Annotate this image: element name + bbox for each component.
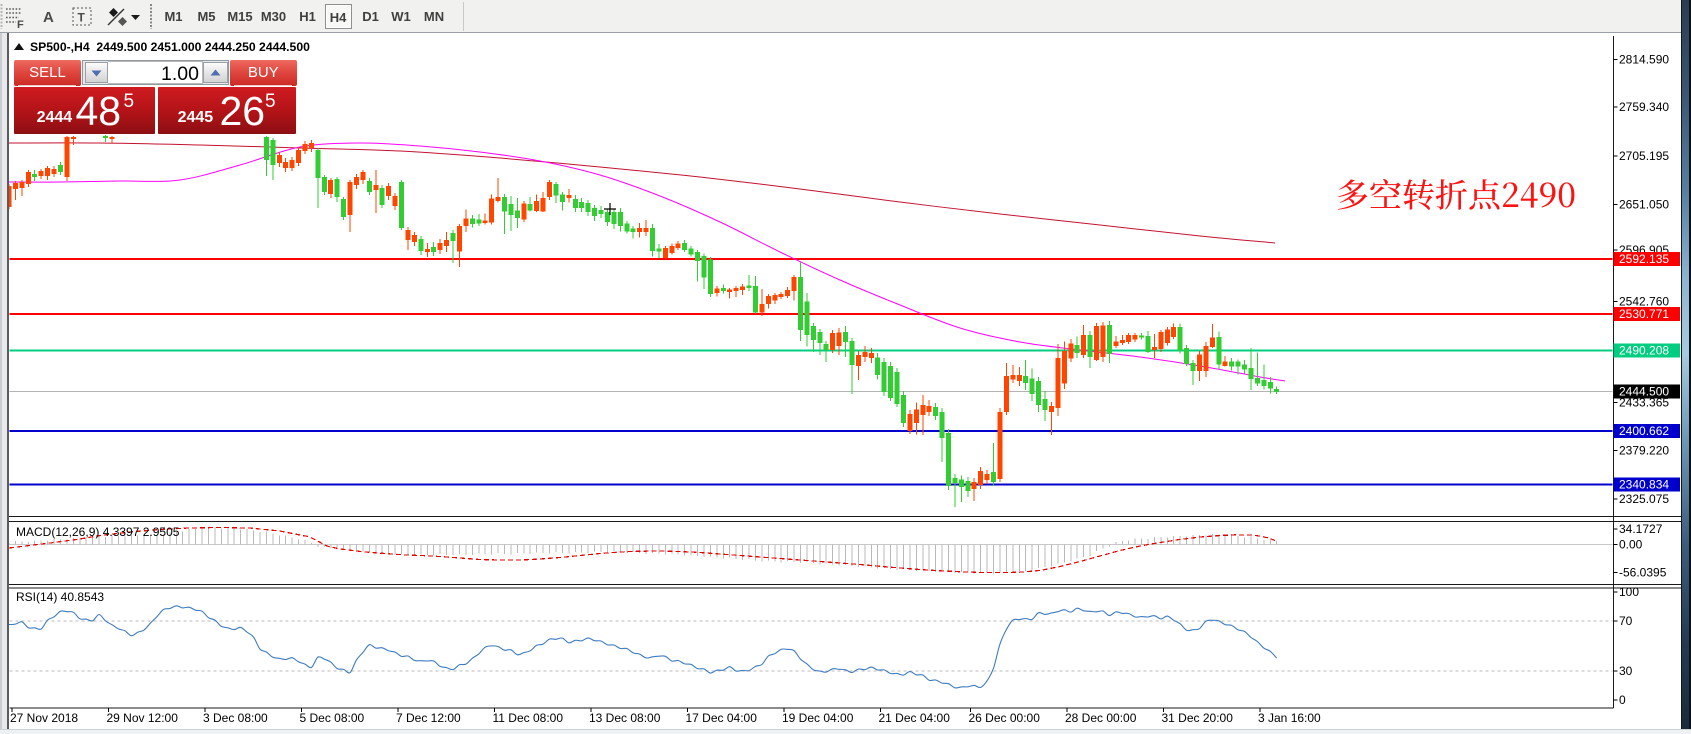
svg-text:2651.050: 2651.050 [1619, 198, 1669, 212]
svg-text:0: 0 [1619, 693, 1626, 707]
svg-text:2400.662: 2400.662 [1619, 424, 1669, 438]
svg-text:7 Dec 12:00: 7 Dec 12:00 [396, 711, 461, 725]
svg-text:5 Dec 08:00: 5 Dec 08:00 [300, 711, 365, 725]
svg-text:2340.834: 2340.834 [1619, 478, 1669, 492]
svg-text:2490.208: 2490.208 [1619, 344, 1669, 358]
svg-text:3 Jan 16:00: 3 Jan 16:00 [1258, 711, 1321, 725]
svg-text:A: A [43, 9, 54, 26]
svg-text:F: F [17, 19, 24, 31]
svg-text:70: 70 [1619, 614, 1633, 628]
svg-text:2444.500: 2444.500 [1619, 385, 1669, 399]
svg-text:31 Dec 20:00: 31 Dec 20:00 [1162, 711, 1234, 725]
svg-text:2542.760: 2542.760 [1619, 295, 1669, 309]
svg-text:19 Dec 04:00: 19 Dec 04:00 [782, 711, 854, 725]
svg-text:21 Dec 04:00: 21 Dec 04:00 [879, 711, 951, 725]
svg-text:26 Dec 00:00: 26 Dec 00:00 [969, 711, 1041, 725]
svg-text:T: T [78, 11, 86, 25]
svg-text:2530.771: 2530.771 [1619, 307, 1669, 321]
svg-text:MACD(12,26,9) 4.3397 2.9505: MACD(12,26,9) 4.3397 2.9505 [16, 525, 180, 539]
svg-text:2592.135: 2592.135 [1619, 252, 1669, 266]
svg-text:2433.365: 2433.365 [1619, 396, 1669, 410]
svg-text:34.1727: 34.1727 [1619, 522, 1663, 536]
svg-text:2814.590: 2814.590 [1619, 53, 1669, 67]
svg-text:100: 100 [1619, 585, 1639, 599]
svg-text:11 Dec 08:00: 11 Dec 08:00 [493, 711, 564, 725]
svg-text:17 Dec 04:00: 17 Dec 04:00 [686, 711, 758, 725]
svg-text:-56.0395: -56.0395 [1619, 566, 1667, 580]
svg-text:30: 30 [1619, 664, 1633, 678]
svg-text:13 Dec 08:00: 13 Dec 08:00 [589, 711, 661, 725]
svg-text:28 Dec 00:00: 28 Dec 00:00 [1065, 711, 1137, 725]
svg-text:27 Nov 2018: 27 Nov 2018 [10, 711, 78, 725]
svg-text:0.00: 0.00 [1619, 537, 1643, 551]
svg-text:29 Nov 12:00: 29 Nov 12:00 [107, 711, 179, 725]
svg-text:2379.220: 2379.220 [1619, 443, 1669, 457]
svg-text:2325.075: 2325.075 [1619, 492, 1669, 506]
svg-text:3 Dec 08:00: 3 Dec 08:00 [203, 711, 268, 725]
svg-text:RSI(14) 40.8543: RSI(14) 40.8543 [16, 590, 104, 604]
svg-text:2759.340: 2759.340 [1619, 100, 1669, 114]
svg-text:2705.195: 2705.195 [1619, 149, 1669, 163]
